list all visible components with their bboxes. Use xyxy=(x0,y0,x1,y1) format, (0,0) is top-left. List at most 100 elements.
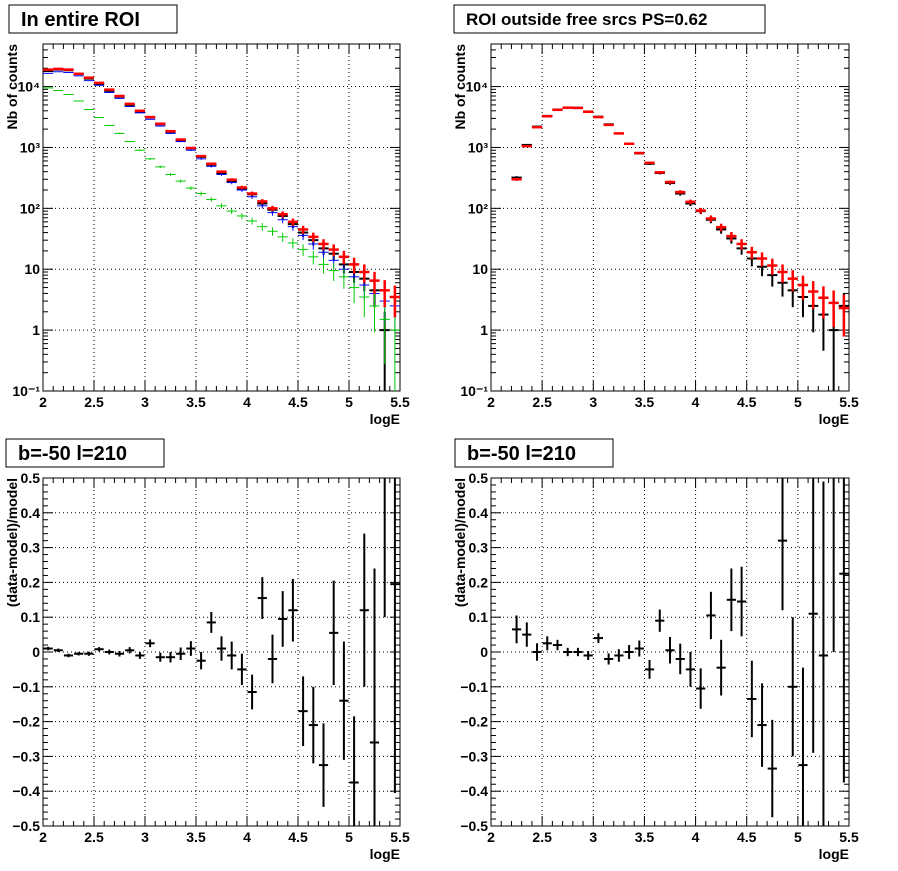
data-point xyxy=(839,478,849,783)
data-point xyxy=(339,641,349,760)
data-point xyxy=(63,653,74,658)
y-axis-title: Nb of counts xyxy=(452,44,468,130)
data-point xyxy=(798,667,808,826)
x-tick-label: 4 xyxy=(692,394,700,410)
data-point xyxy=(63,94,74,96)
data-point xyxy=(390,478,400,793)
data-point xyxy=(369,568,380,826)
data-point xyxy=(573,647,583,657)
data-point xyxy=(43,646,53,651)
data-point xyxy=(83,108,94,110)
data-point xyxy=(349,257,360,274)
data-point xyxy=(705,215,717,222)
data-point xyxy=(114,97,125,99)
data-point xyxy=(349,277,360,304)
data-point xyxy=(797,275,809,300)
x-tick-label: 2.5 xyxy=(84,829,104,845)
data-point xyxy=(328,263,339,281)
x-axis-title: logE xyxy=(370,411,400,427)
chart-panel-3: 2 2.5 3 3.5 4 4.5 5 5.5 −0.5 −0.4 −0.3 −0.2 −0.1 0 0.1… xyxy=(4,438,410,862)
data-point xyxy=(818,481,829,826)
data-point xyxy=(216,170,227,174)
y-tick-label: 0.3 xyxy=(21,540,41,556)
data-point xyxy=(532,643,542,661)
data-point xyxy=(818,286,829,319)
data-point xyxy=(767,258,778,275)
data-point xyxy=(257,223,268,231)
data-point xyxy=(145,639,155,648)
data-point xyxy=(542,636,552,651)
x-tick-label: 5 xyxy=(345,394,353,410)
data-point xyxy=(124,102,135,106)
y-tick-label: −0.3 xyxy=(12,748,40,764)
data-point xyxy=(767,719,777,818)
data-point xyxy=(206,165,217,168)
y-tick-label: 10⁻¹ xyxy=(460,383,488,399)
data-point xyxy=(583,110,594,114)
data-point xyxy=(634,151,645,155)
y-tick-label: −0.3 xyxy=(460,748,488,764)
data-point xyxy=(227,641,237,670)
data-point xyxy=(165,652,176,663)
data-point xyxy=(175,138,186,141)
data-point xyxy=(338,250,349,265)
data-point xyxy=(777,264,788,283)
x-tick-label: 3.5 xyxy=(186,829,206,845)
chart-panel-1: 2 2.5 3 3.5 4 4.5 5 5.5 10⁻¹ 1 10 10² 10³ 10⁴ logE Nb o… xyxy=(4,4,410,427)
y-tick-label: 10⁴ xyxy=(18,79,41,95)
x-tick-label: 3 xyxy=(589,394,597,410)
data-point xyxy=(94,117,105,119)
y-tick-label: −0.2 xyxy=(460,714,488,730)
x-tick-label: 2.5 xyxy=(532,829,552,845)
x-tick-label: 5.5 xyxy=(390,829,410,845)
data-point xyxy=(716,639,726,696)
data-point xyxy=(359,533,369,687)
data-point xyxy=(716,223,727,232)
data-point xyxy=(521,144,532,148)
chart-title: b=-50 l=210 xyxy=(467,443,576,465)
data-point xyxy=(338,268,349,289)
y-tick-label: −0.5 xyxy=(460,818,488,834)
data-point xyxy=(726,568,736,632)
x-axis-ticks xyxy=(490,44,850,391)
data-point xyxy=(542,115,553,118)
y-tick-label: −0.4 xyxy=(12,783,40,799)
x-tick-label: 3.5 xyxy=(635,829,655,845)
data-point xyxy=(287,218,298,226)
data-point xyxy=(206,611,216,633)
data-point xyxy=(94,84,105,86)
data-point xyxy=(216,173,227,176)
chart-title: ROI outside free srcs PS=0.62 xyxy=(466,10,707,29)
data-point xyxy=(828,290,839,327)
data-point xyxy=(655,609,665,632)
data-point xyxy=(308,232,319,242)
data-point xyxy=(675,190,686,195)
x-axis-title: logE xyxy=(819,411,849,427)
data-point xyxy=(125,647,135,654)
data-point xyxy=(736,566,747,637)
data-point xyxy=(134,149,145,152)
series-3 xyxy=(43,87,400,391)
data-point xyxy=(185,186,196,190)
data-point xyxy=(257,203,268,209)
data-point xyxy=(654,171,665,174)
data-point xyxy=(552,108,563,112)
y-tick-label: −0.4 xyxy=(460,783,488,799)
x-tick-label: 4 xyxy=(243,394,251,410)
data-point xyxy=(298,676,308,746)
data-point xyxy=(53,648,63,652)
data-point xyxy=(511,177,522,181)
chart-panel-4: 2 2.5 3 3.5 4 4.5 5 5.5 −0.5 −0.4 −0.3 −0.2 −0.1 0 0.1… xyxy=(452,438,859,862)
plot-frame xyxy=(490,43,850,392)
data-point xyxy=(808,281,819,309)
data-point xyxy=(788,617,798,757)
data-point xyxy=(155,165,166,169)
x-axis-ticks xyxy=(42,478,401,826)
data-point xyxy=(114,94,125,98)
data-point xyxy=(562,106,573,109)
data-point xyxy=(359,285,370,318)
data-point xyxy=(277,216,288,224)
data-point xyxy=(685,652,696,687)
data-point xyxy=(114,132,125,135)
data-point xyxy=(777,478,788,611)
